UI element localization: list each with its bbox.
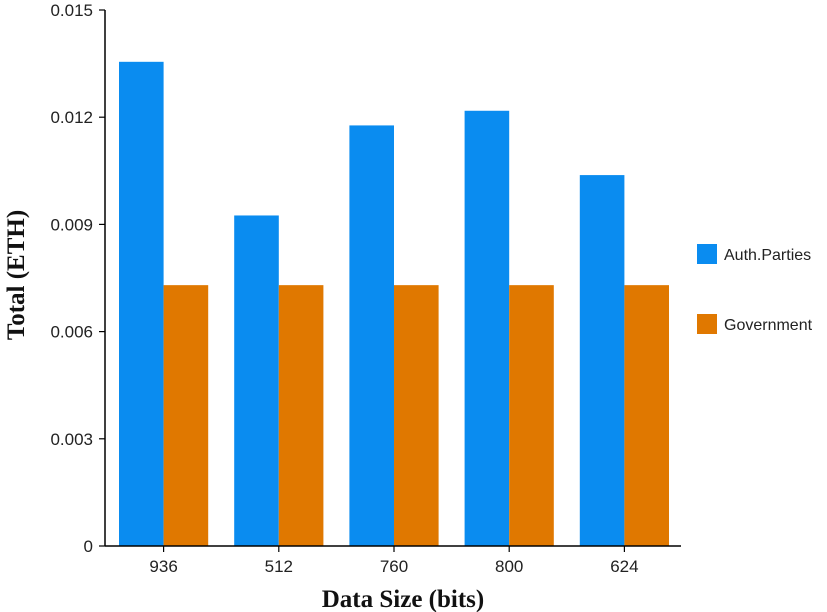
y-tick-label: 0	[84, 537, 93, 556]
legend-swatch-0	[697, 244, 717, 264]
y-tick-label: 0.015	[50, 1, 93, 20]
bar-auth-parties-800	[464, 110, 510, 546]
y-axis-ticks: 0 0.003 0.006 0.009 0.012 0.015	[50, 1, 105, 556]
bar-government-624	[624, 285, 669, 546]
x-tick-label: 800	[495, 557, 523, 576]
legend-swatch-1	[697, 314, 717, 334]
x-tick-label: 512	[265, 557, 293, 576]
y-tick-label: 0.012	[50, 108, 93, 127]
bar-auth-parties-512	[234, 215, 279, 546]
y-tick-label: 0.006	[50, 323, 93, 342]
x-tick-label: 760	[380, 557, 408, 576]
legend-label: Auth.Parties	[724, 247, 811, 264]
x-axis-title: Data Size (bits)	[322, 586, 484, 612]
x-tick-label: 624	[610, 557, 638, 576]
bar-auth-parties-936	[119, 61, 164, 547]
bars-group	[119, 61, 669, 547]
bar-government-760	[394, 285, 439, 546]
y-tick-label: 0.009	[50, 215, 93, 234]
y-axis-title: Total (ETH)	[3, 210, 30, 340]
x-axis-ticks: 936 512 760 800 624	[149, 546, 639, 576]
bar-auth-parties-760	[349, 125, 394, 546]
bar-government-512	[278, 285, 324, 546]
x-tick-label: 936	[149, 557, 177, 576]
legend: Auth.Parties Government	[697, 244, 813, 334]
bar-government-936	[163, 285, 209, 546]
bar-auth-parties-624	[579, 175, 625, 546]
bar-government-800	[509, 285, 554, 546]
y-tick-label: 0.003	[50, 430, 93, 449]
legend-label: Government	[724, 317, 813, 334]
